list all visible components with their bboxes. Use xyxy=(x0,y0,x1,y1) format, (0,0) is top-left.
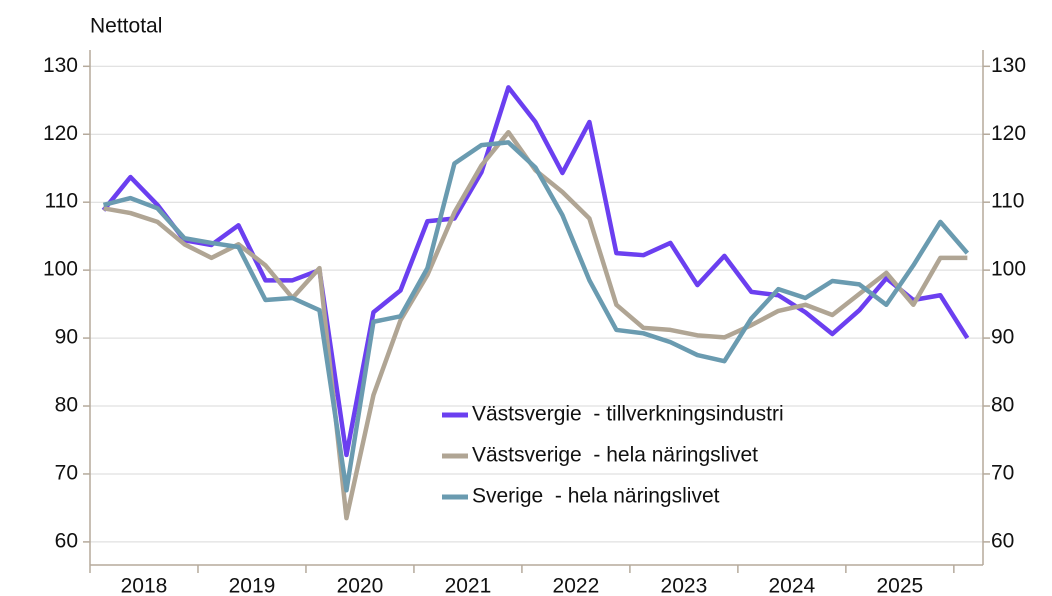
x-tick-label: 2023 xyxy=(661,575,708,596)
x-tick-label: 2019 xyxy=(229,575,276,596)
x-tick-label: 2025 xyxy=(876,575,923,596)
y2-tick-label: 60 xyxy=(991,529,1014,552)
y-tick-label: 110 xyxy=(45,190,78,213)
x-tick-label: 2024 xyxy=(769,575,816,596)
y-tick-label: 130 xyxy=(43,54,78,77)
legend-label: Västsverige - hela näringslivet xyxy=(472,444,758,467)
y-tick-label: 120 xyxy=(43,122,78,145)
y2-tick-label: 130 xyxy=(991,54,1026,77)
y-tick-label: 60 xyxy=(55,529,78,552)
x-tick-label: 2021 xyxy=(445,575,492,596)
y2-tick-label: 120 xyxy=(991,122,1026,145)
series-line xyxy=(102,140,970,493)
y2-tick-label: 70 xyxy=(991,462,1014,485)
legend-label: Västsvergie - tillverkningsindustri xyxy=(472,403,784,426)
y2-tick-label: 110 xyxy=(991,190,1024,213)
y-tick-label: 100 xyxy=(43,258,78,281)
y2-tick-label: 80 xyxy=(991,394,1014,417)
x-tick-label: 2022 xyxy=(553,575,600,596)
y-tick-label: 90 xyxy=(55,326,78,349)
y-tick-label: 80 xyxy=(55,394,78,417)
y-tick-label: 70 xyxy=(55,462,78,485)
y2-tick-label: 100 xyxy=(991,258,1026,281)
series-line xyxy=(101,85,970,458)
x-tick-label: 2020 xyxy=(337,575,384,596)
x-tick-label: 2018 xyxy=(121,575,168,596)
legend-label: Sverige - hela näringslivet xyxy=(472,485,720,508)
y2-tick-label: 90 xyxy=(991,326,1014,349)
chart-title: Nettotal xyxy=(90,15,162,38)
